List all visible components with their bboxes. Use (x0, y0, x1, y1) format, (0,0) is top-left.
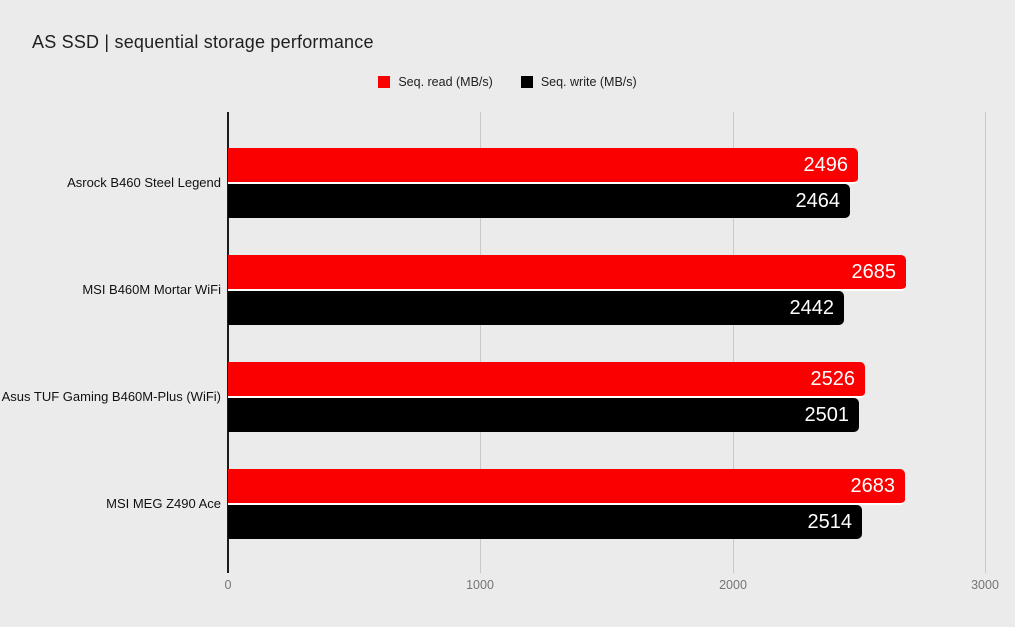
gridline-2000 (733, 112, 734, 573)
bar-value-label: 2501 (804, 403, 850, 426)
bar-rows: Asrock B460 Steel Legend 2496 2464 MSI B460… (0, 112, 1015, 573)
legend-label-seq-write: Seq. write (MB/s) (540, 75, 637, 89)
gridline-3000 (985, 112, 986, 573)
plot-area: Asrock B460 Steel Legend 2496 2464 MSI B460… (0, 112, 1015, 573)
seq-write-swatch-icon (520, 76, 533, 88)
chart-row: MSI MEG Z490 Ace 2683 2514 (0, 469, 1015, 539)
chart-title: AS SSD | sequential storage performance (32, 32, 374, 52)
seq-read-bar: 2526 (228, 362, 865, 398)
seq-write-bar: 2442 (228, 291, 844, 325)
gridline-1000 (480, 112, 481, 573)
bar-value-label: 2442 (789, 296, 835, 319)
legend: Seq. read (MB/s) Seq. write (MB/s) (0, 75, 1015, 89)
bar-value-label: 2526 (810, 367, 856, 390)
legend-label-seq-read: Seq. read (MB/s) (398, 75, 493, 89)
seq-read-bar: 2685 (228, 255, 906, 291)
seq-read-bar: 2683 (228, 469, 905, 505)
category-label: Asrock B460 Steel Legend (67, 175, 221, 191)
category-label: MSI B460M Mortar WiFi (82, 282, 221, 298)
category-label: MSI MEG Z490 Ace (106, 496, 221, 512)
seq-read-swatch-icon (378, 76, 391, 88)
seq-write-bar: 2464 (228, 184, 850, 218)
bar-value-label: 2514 (807, 510, 853, 533)
category-label: Asus TUF Gaming B460M-Plus (WiFi) (1, 389, 221, 405)
chart-row: MSI B460M Mortar WiFi 2685 2442 (0, 255, 1015, 325)
x-tick-label: 1000 (466, 578, 494, 592)
x-tick-label: 0 (224, 578, 232, 592)
bar-value-label: 2496 (803, 153, 849, 176)
bar-value-label: 2464 (795, 189, 841, 212)
x-tick-label: 3000 (971, 578, 999, 592)
bar-value-label: 2683 (850, 474, 896, 497)
x-tick-label: 2000 (719, 578, 747, 592)
seq-write-bar: 2501 (228, 398, 859, 432)
bar-group: 2683 2514 (228, 469, 1015, 539)
legend-item-seq-write: Seq. write (MB/s) (520, 75, 637, 89)
bar-group: 2496 2464 (228, 148, 1015, 218)
bar-group: 2526 2501 (228, 362, 1015, 432)
legend-item-seq-read: Seq. read (MB/s) (378, 75, 493, 89)
bar-group: 2685 2442 (228, 255, 1015, 325)
seq-read-bar: 2496 (228, 148, 858, 184)
bar-value-label: 2685 (851, 260, 897, 283)
seq-write-bar: 2514 (228, 505, 862, 539)
x-axis: 0 1000 2000 3000 (0, 578, 1015, 594)
y-axis-line (227, 112, 229, 573)
chart-row: Asus TUF Gaming B460M-Plus (WiFi) 2526 250… (0, 362, 1015, 432)
chart-row: Asrock B460 Steel Legend 2496 2464 (0, 148, 1015, 218)
